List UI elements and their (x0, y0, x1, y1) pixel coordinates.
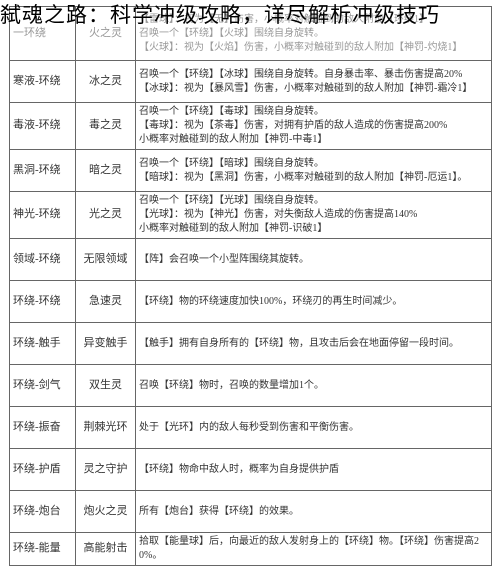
table-row: 环绕-环绕急速灵【环绕】物的环绕速度加快100%，环绕刃的再生时间减少。 (10, 281, 492, 323)
skill-name-cell: 环绕-振奋 (10, 407, 76, 449)
skill-desc-cell: 【触手】拥有自身所有的【环绕】物，且攻击后会在地面停留一段时间。 (136, 323, 492, 365)
table-row: 环绕-触手异变触手【触手】拥有自身所有的【环绕】物，且攻击后会在地面停留一段时间… (10, 323, 492, 365)
spirit-name-cell: 荆棘光环 (76, 407, 136, 449)
spirit-name-cell: 无限领域 (76, 239, 136, 281)
spirit-name-cell: 毒之灵 (76, 103, 136, 150)
spirit-name-cell: 异变触手 (76, 323, 136, 365)
skill-name-cell: 领域-环绕 (10, 239, 76, 281)
skill-desc-cell: 拾取【能量球】后，向最近的敌人发射身上的【环绕】物。【环绕】伤害提高20%。 (136, 533, 492, 566)
skill-table-wrap: 一环绕火之灵【雷球】：视为【无】伤害，小概率对触碰到的敌人附加【环绕1】 召唤一… (9, 6, 491, 566)
skill-name-cell: 毒液-环绕 (10, 103, 76, 150)
skill-desc-cell: 所有【炮台】获得【环绕】的效果。 (136, 491, 492, 533)
table-row: 寒液-环绕冰之灵召唤一个【环绕】【冰球】围绕自身旋转。自身暴击率、暴击伤害提高2… (10, 61, 492, 103)
spirit-name-cell: 炮火之灵 (76, 491, 136, 533)
skill-name-cell: 黑洞-环绕 (10, 150, 76, 192)
table-row: 毒液-环绕毒之灵召唤一个【环绕】【毒球】围绕自身旋转。 【毒球】：视为【茶毒】伤… (10, 103, 492, 150)
table-row: 环绕-剑气双生灵召唤【环绕】物时，召唤的数量增加1个。 (10, 365, 492, 407)
skill-desc-cell: 召唤一个【环绕】【光球】围绕自身旋转。 【光球】：视为【神光】伤害，对失衡敌人造… (136, 192, 492, 239)
skill-desc-cell: 召唤【环绕】物时，召唤的数量增加1个。 (136, 365, 492, 407)
table-row: 环绕-能量高能射击拾取【能量球】后，向最近的敌人发射身上的【环绕】物。【环绕】伤… (10, 533, 492, 566)
skill-desc-cell: 召唤一个【环绕】【暗球】围绕自身旋转。 【暗球】：视为【黑洞】伤害，小概率对触碰… (136, 150, 492, 192)
skill-desc-cell: 处于【光环】内的敌人每秒受到伤害和平衡伤害。 (136, 407, 492, 449)
page-title: 弑魂之路：科学冲级攻略，详尽解析冲级技巧 (0, 0, 500, 32)
skill-name-cell: 寒液-环绕 (10, 61, 76, 103)
spirit-name-cell: 灵之守护 (76, 449, 136, 491)
table-row: 环绕-护盾灵之守护【环绕】物命中敌人时，概率为自身提供护盾 (10, 449, 492, 491)
table-row: 神光-环绕光之灵召唤一个【环绕】【光球】围绕自身旋转。 【光球】：视为【神光】伤… (10, 192, 492, 239)
skill-name-cell: 环绕-能量 (10, 533, 76, 566)
skill-name-cell: 环绕-剑气 (10, 365, 76, 407)
skill-desc-cell: 【阵】会召唤一个小型阵围绕其旋转。 (136, 239, 492, 281)
spirit-name-cell: 双生灵 (76, 365, 136, 407)
skill-name-cell: 环绕-环绕 (10, 281, 76, 323)
table-row: 黑洞-环绕暗之灵召唤一个【环绕】【暗球】围绕自身旋转。 【暗球】：视为【黑洞】伤… (10, 150, 492, 192)
skill-name-cell: 环绕-触手 (10, 323, 76, 365)
skill-desc-cell: 召唤一个【环绕】【毒球】围绕自身旋转。 【毒球】：视为【茶毒】伤害，对拥有护盾的… (136, 103, 492, 150)
skill-desc-cell: 【环绕】物命中敌人时，概率为自身提供护盾 (136, 449, 492, 491)
spirit-name-cell: 暗之灵 (76, 150, 136, 192)
spirit-name-cell: 高能射击 (76, 533, 136, 566)
spirit-name-cell: 光之灵 (76, 192, 136, 239)
skill-name-cell: 环绕-炮台 (10, 491, 76, 533)
spirit-name-cell: 急速灵 (76, 281, 136, 323)
table-row: 环绕-振奋荆棘光环处于【光环】内的敌人每秒受到伤害和平衡伤害。 (10, 407, 492, 449)
skill-desc-cell: 【环绕】物的环绕速度加快100%，环绕刃的再生时间减少。 (136, 281, 492, 323)
skill-table: 一环绕火之灵【雷球】：视为【无】伤害，小概率对触碰到的敌人附加【环绕1】 召唤一… (9, 6, 492, 566)
table-row: 环绕-炮台炮火之灵所有【炮台】获得【环绕】的效果。 (10, 491, 492, 533)
table-row: 领域-环绕无限领域【阵】会召唤一个小型阵围绕其旋转。 (10, 239, 492, 281)
skill-desc-cell: 召唤一个【环绕】【冰球】围绕自身旋转。自身暴击率、暴击伤害提高20% 【冰球】：… (136, 61, 492, 103)
skill-name-cell: 神光-环绕 (10, 192, 76, 239)
spirit-name-cell: 冰之灵 (76, 61, 136, 103)
skill-name-cell: 环绕-护盾 (10, 449, 76, 491)
